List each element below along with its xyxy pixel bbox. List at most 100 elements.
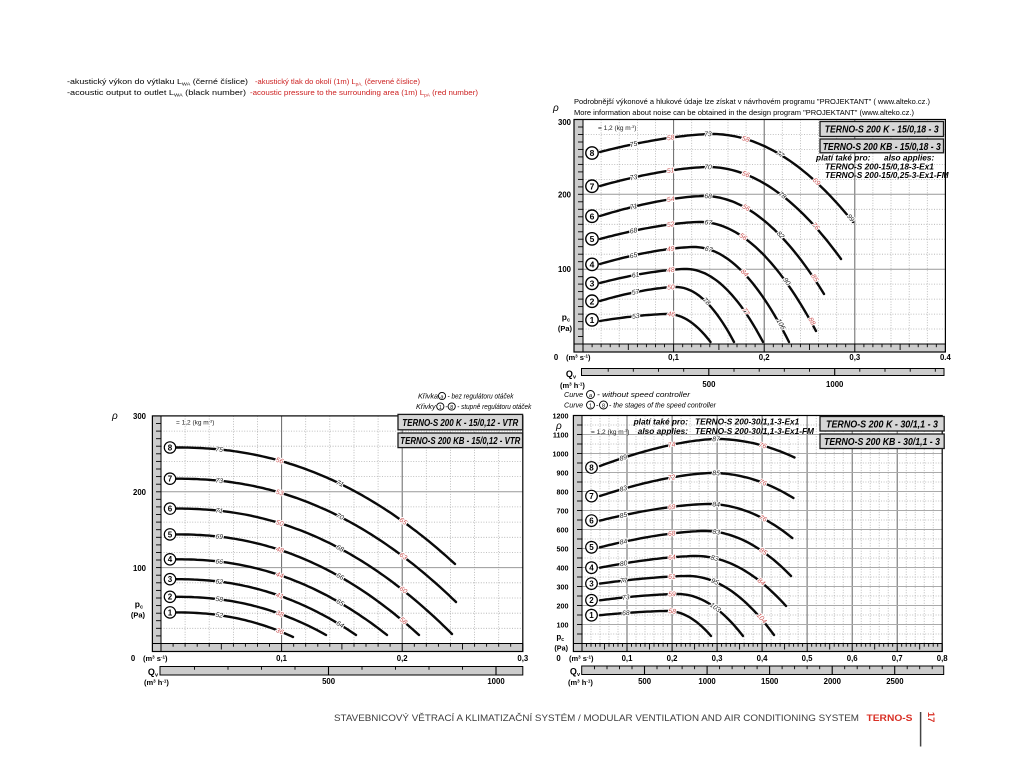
svg-text:(m3 s-1): (m3 s-1) xyxy=(143,654,168,663)
svg-text:= 1,2 (kg m-3): = 1,2 (kg m-3) xyxy=(591,428,629,436)
svg-text:76: 76 xyxy=(758,442,767,451)
svg-text:54: 54 xyxy=(666,196,675,204)
svg-text:200: 200 xyxy=(557,602,569,611)
svg-text:4: 4 xyxy=(168,555,173,564)
svg-text:200: 200 xyxy=(133,488,147,497)
svg-text:3: 3 xyxy=(590,279,595,289)
svg-text:58: 58 xyxy=(667,134,676,142)
svg-text:83: 83 xyxy=(619,485,628,494)
svg-text:70: 70 xyxy=(704,164,712,171)
svg-text:4: 4 xyxy=(590,260,595,270)
svg-text:Podrobnější výkonové a hlukové: Podrobnější výkonové a hlukové údaje lze… xyxy=(574,97,930,106)
svg-text:0,6: 0,6 xyxy=(847,654,859,663)
svg-text:500: 500 xyxy=(702,380,716,389)
svg-text:TERNO-S 200 KB - 15/0,12 - VTR: TERNO-S 200 KB - 15/0,12 - VTR xyxy=(400,435,520,447)
svg-text:65: 65 xyxy=(629,252,638,261)
svg-text:50: 50 xyxy=(275,519,284,528)
svg-text:(Pa): (Pa) xyxy=(558,324,573,333)
svg-text:500: 500 xyxy=(557,545,569,554)
svg-text:-acoustic output to outlet LWA: -acoustic output to outlet L WA (black nu… xyxy=(67,88,247,98)
svg-text:STAVEBNICOVÝ VĚTRACÍ A KLIMATI: STAVEBNICOVÝ VĚTRACÍ A KLIMATIZAČNÍ SYST… xyxy=(334,713,859,723)
svg-text:6: 6 xyxy=(590,211,595,221)
svg-text:1: 1 xyxy=(439,405,442,411)
svg-text:1: 1 xyxy=(168,608,173,617)
svg-text:0: 0 xyxy=(131,654,136,663)
svg-text:6: 6 xyxy=(168,505,173,514)
svg-text:TERNO-S 200-30/1,1-3-Ex1-FM: TERNO-S 200-30/1,1-3-Ex1-FM xyxy=(695,426,815,436)
svg-text:0,5: 0,5 xyxy=(802,654,814,663)
svg-text:68: 68 xyxy=(335,544,345,554)
svg-text:Qv: Qv xyxy=(570,667,581,679)
svg-text:0,1: 0,1 xyxy=(668,353,680,362)
svg-text:95: 95 xyxy=(710,578,720,587)
svg-text:8: 8 xyxy=(450,405,453,411)
svg-text:platí také pro:: platí také pro: xyxy=(815,153,871,163)
svg-text:Křivka: Křivka xyxy=(418,392,438,401)
svg-text:2000: 2000 xyxy=(824,677,842,686)
svg-text:- the stages of the speed cont: - the stages of the speed controller xyxy=(609,401,717,410)
svg-text:1000: 1000 xyxy=(698,677,716,686)
svg-text:(m3 h-1): (m3 h-1) xyxy=(560,381,585,390)
svg-text:58: 58 xyxy=(668,608,676,616)
svg-text:0: 0 xyxy=(554,353,559,362)
svg-text:300: 300 xyxy=(558,118,572,127)
svg-text:1100: 1100 xyxy=(553,431,569,440)
svg-text:Curve: Curve xyxy=(564,401,583,410)
svg-text:1: 1 xyxy=(589,611,594,620)
svg-text:ρ: ρ xyxy=(111,411,118,422)
svg-text:7: 7 xyxy=(168,475,173,484)
svg-text:0.4: 0.4 xyxy=(940,353,952,362)
svg-text:68: 68 xyxy=(622,610,630,618)
svg-text:TERNO-S 200-15/0,25-3-Ex1-FM: TERNO-S 200-15/0,25-3-Ex1-FM xyxy=(825,170,950,180)
svg-text:83: 83 xyxy=(710,555,719,564)
svg-text:100: 100 xyxy=(133,564,147,573)
svg-text:58: 58 xyxy=(741,135,750,144)
svg-text:56: 56 xyxy=(741,170,751,179)
svg-text:61: 61 xyxy=(668,574,676,581)
svg-text:85: 85 xyxy=(619,512,628,520)
svg-text:50: 50 xyxy=(667,284,675,291)
svg-text:77: 77 xyxy=(620,577,629,585)
svg-text:87: 87 xyxy=(712,436,720,443)
svg-text:400: 400 xyxy=(557,564,569,573)
svg-text:52: 52 xyxy=(215,612,224,620)
svg-text:TERNO-S 200 KB - 15/0,18 - 3: TERNO-S 200 KB - 15/0,18 - 3 xyxy=(823,141,941,153)
svg-text:200: 200 xyxy=(558,190,572,199)
svg-text:61: 61 xyxy=(631,271,640,279)
svg-text:also applies:: also applies: xyxy=(884,153,934,163)
svg-text:1000: 1000 xyxy=(553,450,569,459)
svg-text:Qv: Qv xyxy=(566,369,577,381)
svg-text:(m3 h-1): (m3 h-1) xyxy=(144,678,169,687)
svg-text:100: 100 xyxy=(557,621,569,630)
svg-text:- without speed controller: - without speed controller xyxy=(597,390,691,399)
svg-text:5: 5 xyxy=(590,234,595,244)
svg-text:Qv: Qv xyxy=(148,667,159,679)
svg-text:56: 56 xyxy=(741,203,751,213)
svg-text:44: 44 xyxy=(275,571,285,580)
svg-text:48: 48 xyxy=(275,546,285,555)
svg-text:500: 500 xyxy=(322,677,336,686)
svg-text:(m3 h-1): (m3 h-1) xyxy=(568,678,593,687)
svg-text:65: 65 xyxy=(335,598,345,608)
svg-text:49: 49 xyxy=(667,246,676,254)
svg-text:38: 38 xyxy=(275,610,285,619)
svg-text:46: 46 xyxy=(667,311,675,319)
svg-text:73: 73 xyxy=(629,174,638,183)
svg-text:53: 53 xyxy=(632,313,640,321)
svg-text:68: 68 xyxy=(668,530,677,538)
svg-text:67: 67 xyxy=(704,245,713,254)
svg-text:7: 7 xyxy=(589,492,594,501)
svg-text:- bez regulátoru otáček: - bez regulátoru otáček xyxy=(448,392,514,401)
svg-text:58: 58 xyxy=(215,596,224,604)
svg-text:8: 8 xyxy=(168,443,173,452)
svg-text:300: 300 xyxy=(133,412,147,421)
svg-text:More information about noise c: More information about noise can be obta… xyxy=(574,108,914,117)
svg-text:2: 2 xyxy=(168,593,173,602)
svg-text:TERNO-S: TERNO-S xyxy=(867,713,913,723)
svg-text:7: 7 xyxy=(590,181,595,191)
svg-text:ρ: ρ xyxy=(552,103,559,114)
svg-text:64: 64 xyxy=(668,554,676,562)
svg-text:80: 80 xyxy=(619,560,628,568)
svg-text:8: 8 xyxy=(590,148,595,158)
svg-text:5: 5 xyxy=(168,530,173,539)
